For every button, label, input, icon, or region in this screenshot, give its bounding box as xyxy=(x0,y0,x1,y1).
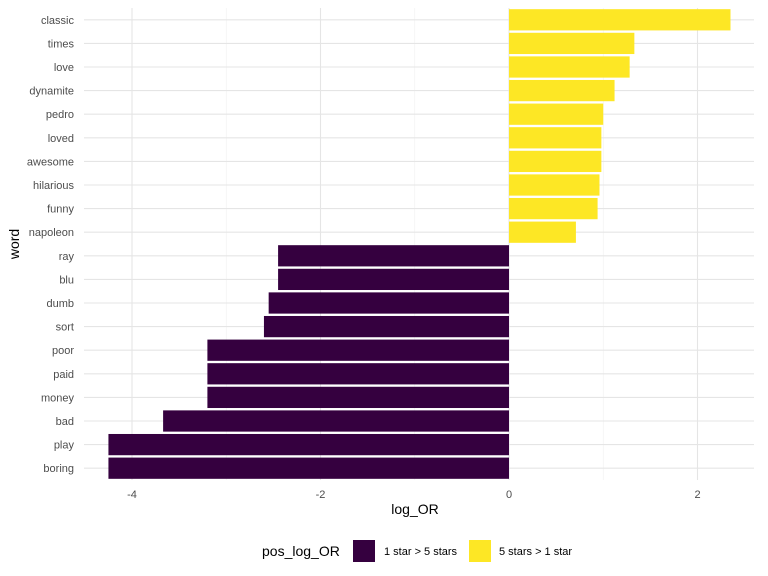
y-tick-label: love xyxy=(54,62,74,74)
y-tick-label: bad xyxy=(56,416,74,428)
bar-classic xyxy=(509,9,731,31)
bar-play xyxy=(108,433,509,456)
legend: pos_log_OR 1 star > 5 stars 5 stars > 1 … xyxy=(262,540,572,562)
legend-key-positive xyxy=(469,540,491,562)
bar-napoleon xyxy=(509,221,576,243)
y-tick-label: loved xyxy=(48,133,74,145)
x-tick-label: 0 xyxy=(506,489,512,501)
y-tick-label: money xyxy=(41,392,75,404)
grid-layer xyxy=(84,8,754,480)
bar-dynamite xyxy=(509,79,615,102)
legend-title: pos_log_OR xyxy=(262,543,340,559)
bar-funny xyxy=(509,197,598,220)
bar-paid xyxy=(207,363,509,385)
x-tick-label: -2 xyxy=(316,489,326,501)
y-tick-label: paid xyxy=(53,369,74,381)
bar-dumb xyxy=(268,292,509,314)
x-tick-labels: -4 -2 0 2 xyxy=(127,489,700,501)
bar-boring xyxy=(108,457,509,479)
bar-awesome xyxy=(509,150,602,173)
x-tick-label: -4 xyxy=(127,489,137,501)
y-tick-label: play xyxy=(54,440,75,452)
bar-loved xyxy=(509,127,602,149)
bar-hilarious xyxy=(509,174,600,196)
y-tick-label: poor xyxy=(52,345,74,357)
y-tick-label: awesome xyxy=(27,156,74,168)
y-tick-label: hilarious xyxy=(33,180,74,192)
x-tick-label: 2 xyxy=(694,489,700,501)
y-tick-label: pedro xyxy=(46,109,74,121)
y-tick-label: classic xyxy=(41,15,75,27)
bar-bad xyxy=(163,410,510,432)
bar-blu xyxy=(278,268,509,291)
y-tick-label: blu xyxy=(59,274,74,286)
bar-money xyxy=(207,386,509,409)
y-tick-label: dumb xyxy=(46,298,74,310)
bar-pedro xyxy=(509,103,604,125)
legend-key-negative xyxy=(353,540,375,562)
bars-layer xyxy=(108,9,731,479)
bar-times xyxy=(509,32,635,55)
x-axis-title: log_OR xyxy=(391,501,438,517)
y-tick-label: boring xyxy=(43,463,74,475)
bar-poor xyxy=(207,339,509,361)
y-axis-title: word xyxy=(6,229,22,260)
y-tick-labels: classic times love dynamite pedro loved awesom… xyxy=(27,15,75,475)
y-tick-label: sort xyxy=(56,322,74,334)
y-tick-label: times xyxy=(48,38,75,50)
bar-sort xyxy=(263,315,509,338)
y-tick-label: ray xyxy=(59,251,75,263)
y-tick-label: napoleon xyxy=(29,227,74,239)
y-tick-label: dynamite xyxy=(29,86,74,98)
y-tick-label: funny xyxy=(47,204,74,216)
legend-label-negative: 1 star > 5 stars xyxy=(384,546,458,558)
legend-label-positive: 5 stars > 1 star xyxy=(499,546,572,558)
bar-ray xyxy=(278,245,509,267)
bar-love xyxy=(509,56,630,78)
